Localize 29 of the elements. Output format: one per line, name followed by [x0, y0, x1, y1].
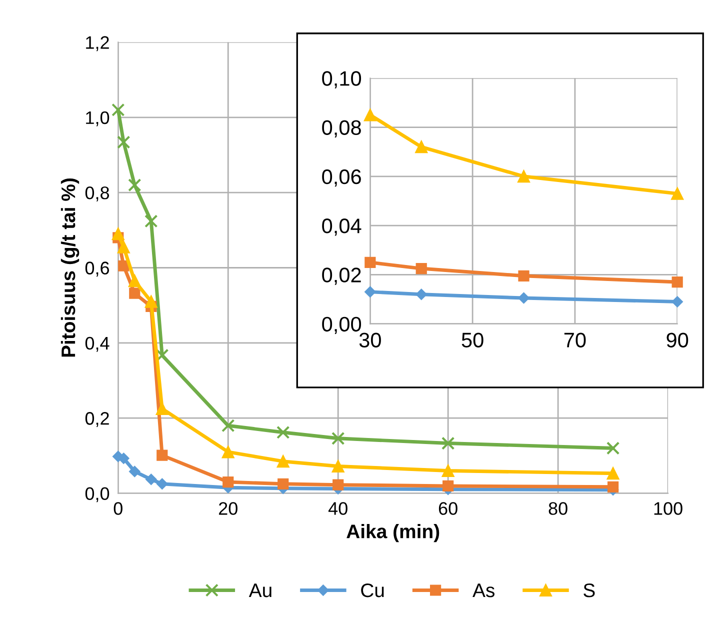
y-tick-label: 0,2	[85, 412, 109, 427]
y-axis-title: Pitoisuus (g/t tai %)	[60, 178, 80, 357]
y-tick-label: 0,4	[85, 336, 110, 352]
y-tick-label: 0,10	[322, 71, 362, 88]
x-tick-label: 100	[654, 502, 682, 515]
y-tick-label: 0,08	[322, 120, 361, 138]
legend-label: Cu	[361, 583, 384, 598]
y-tick-label: 0,06	[322, 169, 361, 187]
x-tick-label: 50	[462, 332, 484, 348]
y-tick-label: 0,04	[322, 218, 362, 236]
y-tick-label: 0,8	[85, 186, 110, 202]
x-tick-label: 70	[564, 332, 586, 348]
x-tick-label: 60	[438, 502, 458, 515]
x-tick-label: 80	[548, 502, 568, 515]
y-tick-label: 0,00	[322, 316, 362, 334]
legend-label: Au	[248, 584, 272, 598]
x-tick-label: 40	[328, 502, 348, 515]
y-tick-label: 0,0	[85, 487, 110, 502]
legend-label: As	[472, 584, 494, 598]
y-tick-label: 1,0	[86, 111, 110, 126]
x-tick-label: 90	[666, 332, 688, 348]
y-tick-label: 0,6	[85, 262, 110, 277]
y-tick-label: 1,2	[86, 36, 109, 52]
x-tick-label: 20	[218, 502, 238, 515]
x-tick-label: 0	[114, 502, 122, 515]
x-tick-label: 30	[359, 332, 381, 348]
x-axis-title: Aika (min)	[346, 524, 440, 542]
y-tick-label: 0,02	[322, 268, 361, 285]
legend-label: S	[584, 583, 595, 598]
